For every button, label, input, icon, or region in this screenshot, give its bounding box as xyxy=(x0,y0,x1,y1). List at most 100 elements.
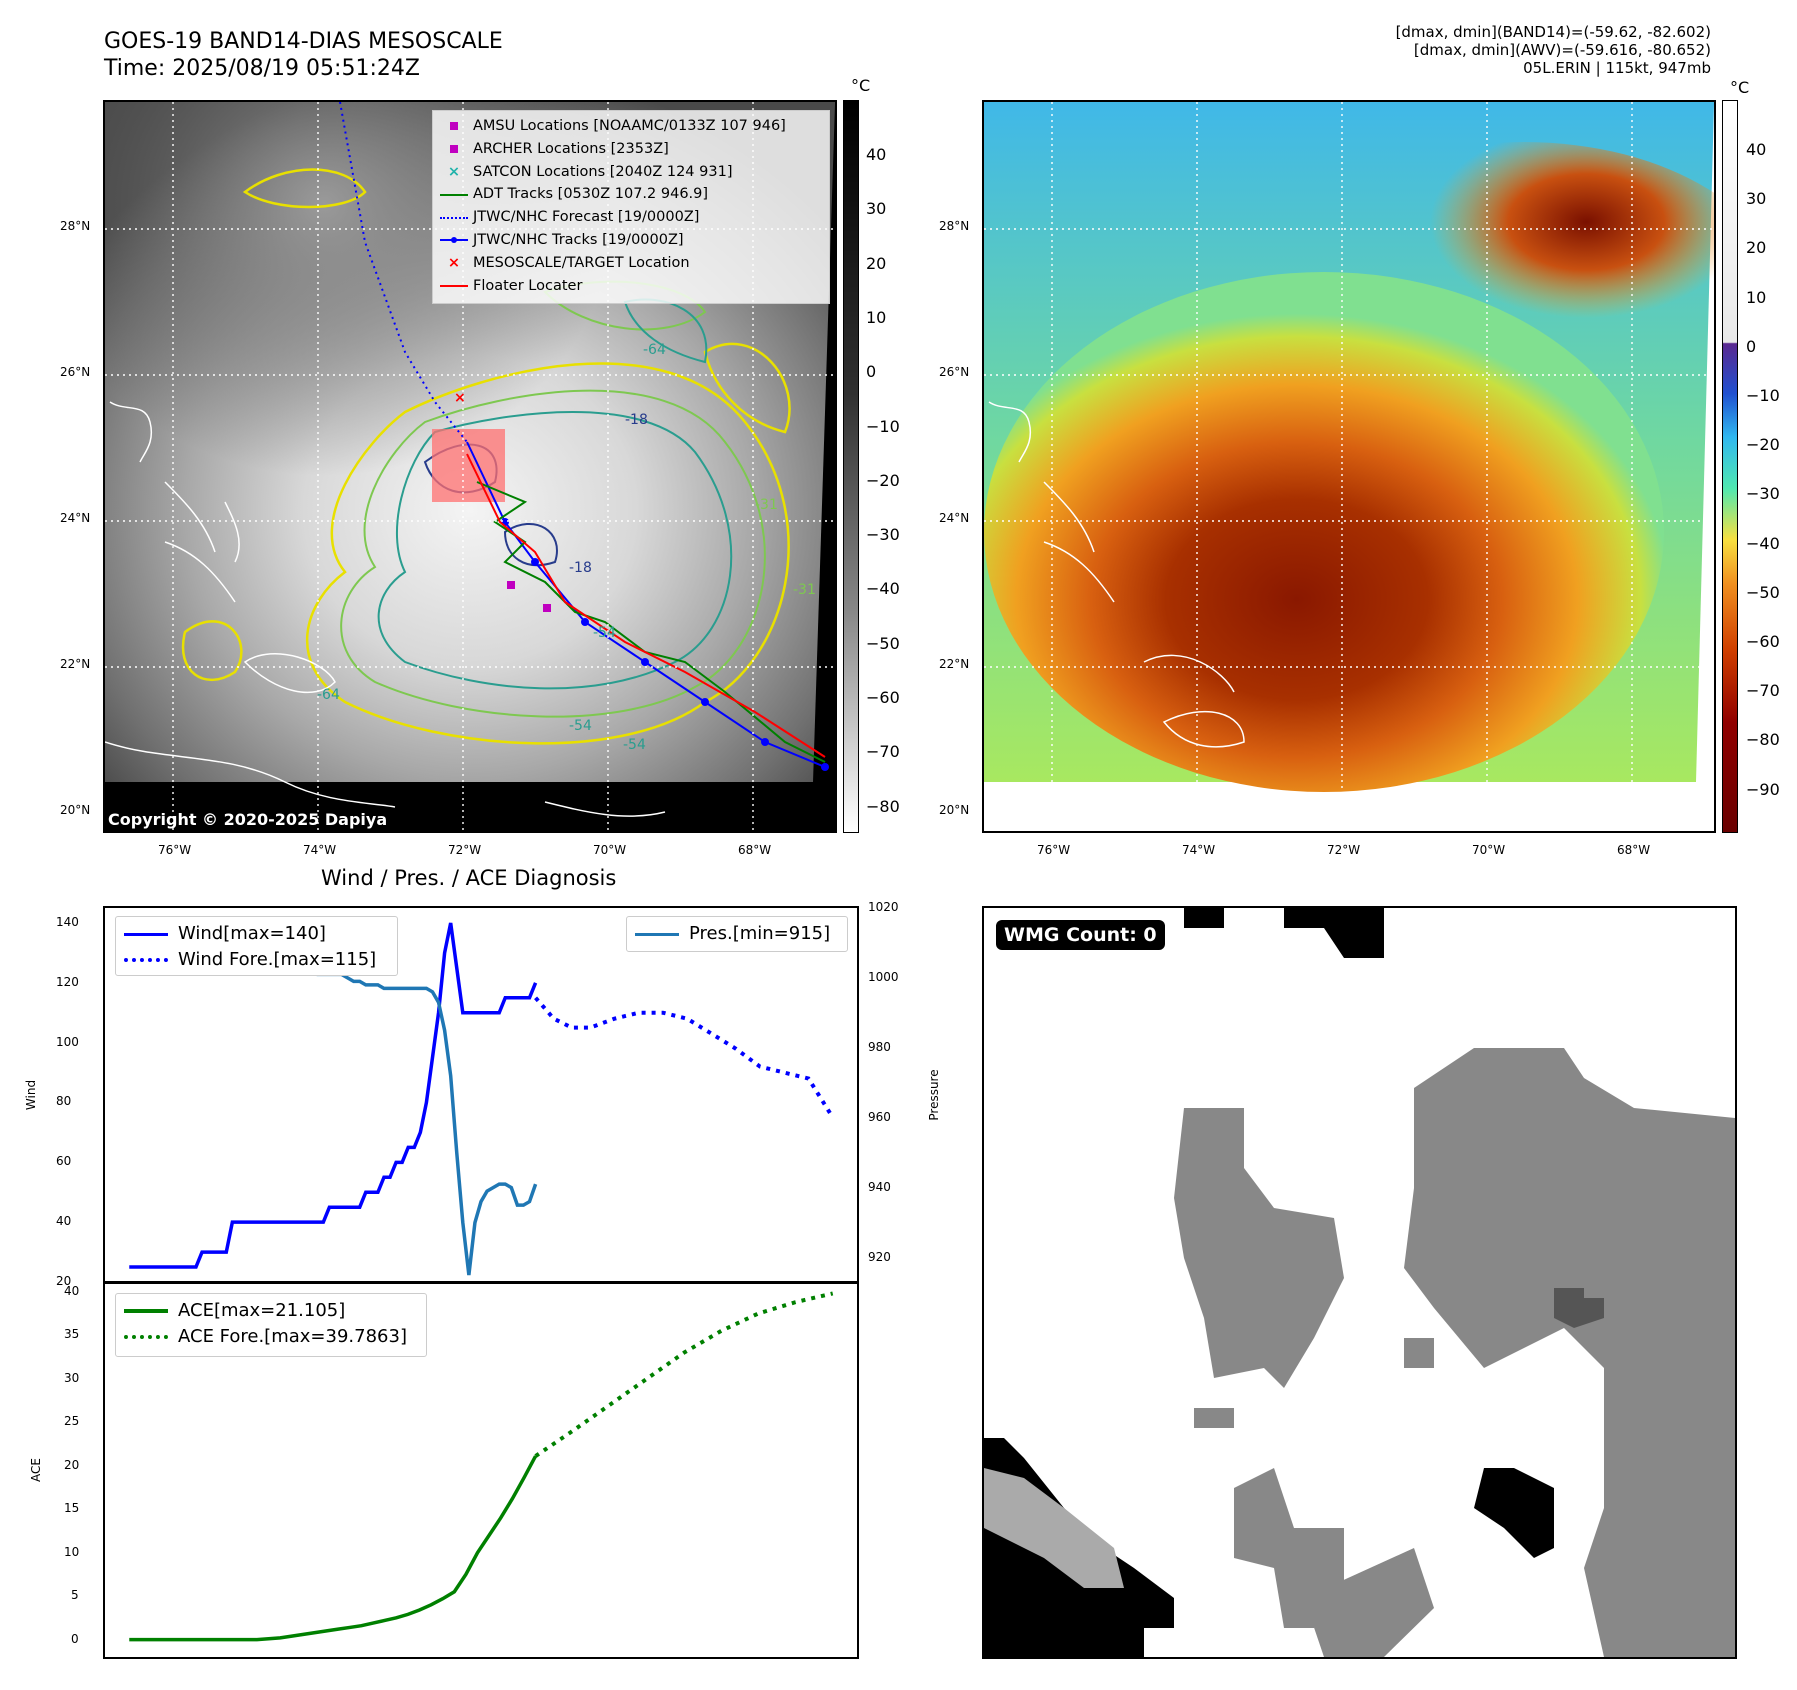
copyright-text: Copyright © 2020-2025 Dapiya xyxy=(108,810,388,829)
colorbar-tick: −10 xyxy=(1746,386,1780,405)
ace-legend: ACE[max=21.105] ACE Fore.[max=39.7863] xyxy=(115,1293,427,1357)
main-title: GOES-19 BAND14-DIAS MESOSCALE Time: 2025… xyxy=(104,28,503,82)
legend-x-icon: × xyxy=(447,254,461,271)
colorbar-tick: −20 xyxy=(866,470,900,490)
legend-dotted-icon xyxy=(124,1335,168,1339)
colorbar-tick: −30 xyxy=(1746,484,1780,504)
lon-tick: 76°W xyxy=(1037,843,1071,857)
colorbar-tick: −90 xyxy=(1746,779,1780,799)
colorbar-tick: −60 xyxy=(866,688,900,707)
pressure-series-line xyxy=(129,923,538,1276)
legend-label: Wind[max=140] xyxy=(178,923,326,944)
legend-dotted-icon xyxy=(124,958,168,962)
lon-tick: 74°W xyxy=(303,843,337,857)
awv-north-band xyxy=(1264,142,1714,462)
legend-label: AMSU Locations [NOAAMC/0133Z 107 946] xyxy=(473,118,786,134)
legend-label: ARCHER Locations [2353Z] xyxy=(473,140,669,157)
wind-legend: Wind[max=140] Wind Fore.[max=115] xyxy=(115,916,398,976)
jtwc-track xyxy=(466,441,826,768)
lat-tick: 24°N xyxy=(60,511,91,525)
wind-series-line xyxy=(129,922,538,1269)
legend-item: × MESOSCALE/TARGET Location xyxy=(439,252,823,275)
pressure-tick-label: 960 xyxy=(868,1109,891,1124)
ir-map-legend: AMSU Locations [NOAAMC/0133Z 107 946] AR… xyxy=(432,110,830,304)
legend-item: ACE Fore.[max=39.7863] xyxy=(124,1324,418,1350)
awv-map-panel xyxy=(982,100,1716,833)
colorbar-unit: °C xyxy=(1730,78,1750,97)
awv-map-image xyxy=(984,102,1714,831)
title-line-2: Time: 2025/08/19 05:51:24Z xyxy=(104,56,420,81)
ace-tick-label: 40 xyxy=(64,1283,80,1298)
legend-item: × SATCON Locations [2040Z 124 931] xyxy=(439,161,823,184)
colorbar-tick: 20 xyxy=(1746,238,1767,258)
colorbar-tick: −80 xyxy=(1746,730,1780,750)
contour-label: -64 xyxy=(317,687,340,703)
amsu-marker xyxy=(507,581,515,589)
target-location-marker: × xyxy=(454,390,466,406)
colorbar-tick: 10 xyxy=(1746,287,1767,307)
wind-tick-label: 40 xyxy=(56,1214,72,1229)
stats-line-3: 05L.ERIN | 115kt, 947mb xyxy=(1523,59,1711,77)
legend-item: JTWC/NHC Forecast [19/0000Z] xyxy=(439,206,823,229)
ace-tick-label: 30 xyxy=(64,1370,80,1385)
legend-label: MESOSCALE/TARGET Location xyxy=(473,254,690,271)
ace-tick-label: 35 xyxy=(64,1327,80,1342)
ace-forecast-line xyxy=(534,1291,834,1458)
colorbar-tick: 10 xyxy=(866,307,887,327)
legend-item: ACE[max=21.105] xyxy=(124,1298,418,1324)
ace-tick-label: 25 xyxy=(64,1414,80,1429)
legend-line-icon xyxy=(439,193,469,196)
wmg-dark-gray-regions xyxy=(1554,1288,1604,1328)
pressure-legend: Pres.[min=915] xyxy=(626,916,848,952)
legend-label: SATCON Locations [2040Z 124 931] xyxy=(473,163,733,180)
ace-tick-label: 5 xyxy=(71,1588,79,1603)
lat-tick: 26°N xyxy=(60,365,91,379)
legend-item: Floater Locater xyxy=(439,275,823,298)
legend-square-icon xyxy=(439,122,469,131)
colorbar-tick: −10 xyxy=(866,416,900,436)
colorbar-tick: 30 xyxy=(866,199,887,219)
legend-line-icon xyxy=(439,284,469,287)
lon-tick: 68°W xyxy=(738,843,772,857)
ace-ylabel: ACE xyxy=(29,1458,43,1482)
coastlines xyxy=(105,401,666,817)
colorbar-tick: 30 xyxy=(1746,189,1767,209)
colorbar-tick: −40 xyxy=(1746,533,1780,553)
pressure-tick-label: 1020 xyxy=(868,900,899,914)
lat-tick: 20°N xyxy=(939,803,970,817)
colorbar-tick: 20 xyxy=(866,253,887,273)
colorbar-tick: −70 xyxy=(866,742,900,762)
pressure-tick-label: 1000 xyxy=(868,969,899,984)
legend-label: Wind Fore.[max=115] xyxy=(178,949,377,970)
colorbar-tick: 40 xyxy=(1746,140,1767,159)
wind-tick-label: 100 xyxy=(56,1034,79,1049)
lon-tick: 74°W xyxy=(1182,843,1216,857)
legend-label: ACE Fore.[max=39.7863] xyxy=(178,1326,407,1347)
wind-tick-label: 120 xyxy=(56,974,79,989)
wind-tick-label: 20 xyxy=(56,1274,72,1288)
lat-tick: 28°N xyxy=(939,219,970,233)
legend-item: ADT Tracks [0530Z 107.2 946.9] xyxy=(439,183,823,206)
legend-x-icon: × xyxy=(447,163,461,180)
jtwc-track-points xyxy=(501,518,829,771)
colorbar-tick: −50 xyxy=(1746,582,1780,602)
lat-tick: 24°N xyxy=(939,511,970,525)
archer-marker xyxy=(543,604,551,612)
wind-tick-label: 140 xyxy=(56,914,79,929)
legend-line-icon xyxy=(124,932,168,936)
contour-label: -54 xyxy=(569,718,592,734)
wind-ylabel: Wind xyxy=(24,1079,38,1111)
contour-label: -18 xyxy=(569,560,592,576)
diagnosis-title: Wind / Pres. / ACE Diagnosis xyxy=(321,866,617,890)
contour-yellow xyxy=(181,168,791,745)
legend-item: JTWC/NHC Tracks [19/0000Z] xyxy=(439,229,823,252)
legend-label: ADT Tracks [0530Z 107.2 946.9] xyxy=(473,186,709,203)
contour-label: -54 xyxy=(593,625,616,641)
legend-square-icon xyxy=(439,145,469,154)
wmg-pixel-map xyxy=(984,908,1735,1657)
stats-header: [dmax, dmin](BAND14)=(-59.62, -82.602) [… xyxy=(1396,23,1711,77)
ace-plot xyxy=(129,1291,834,1642)
lat-tick: 28°N xyxy=(60,219,91,233)
legend-label: Floater Locater xyxy=(473,277,583,294)
contour-label: -54 xyxy=(623,737,646,753)
